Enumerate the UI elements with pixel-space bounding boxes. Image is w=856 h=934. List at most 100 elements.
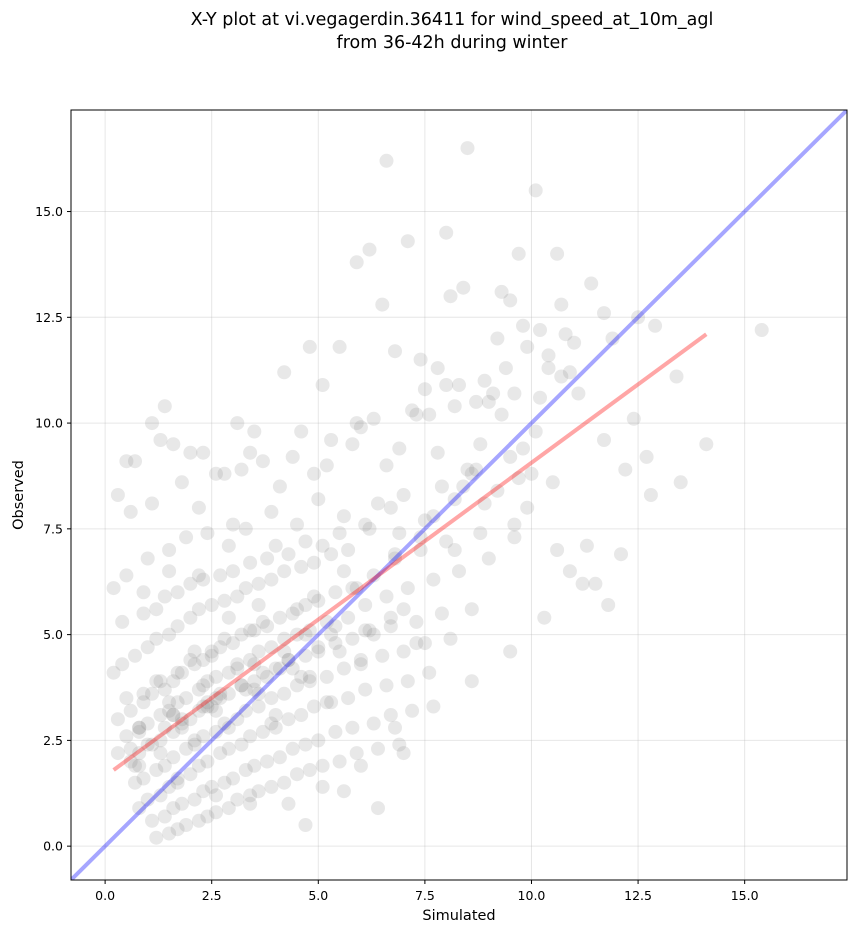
y-tick-label: 2.5 — [43, 733, 63, 748]
data-point — [149, 631, 164, 646]
data-point — [191, 758, 206, 773]
data-point — [221, 538, 236, 553]
data-point — [315, 538, 330, 553]
data-point — [226, 517, 240, 532]
data-point — [400, 581, 415, 596]
data-point — [166, 708, 181, 722]
data-point — [324, 695, 339, 710]
data-point — [162, 695, 177, 710]
data-point — [196, 445, 211, 460]
data-point — [260, 619, 275, 634]
data-point — [157, 809, 172, 824]
data-point — [315, 779, 330, 794]
data-point — [307, 699, 321, 714]
data-point — [328, 585, 343, 600]
data-point — [392, 441, 407, 456]
data-point — [494, 407, 509, 422]
data-point — [460, 141, 475, 156]
data-point — [243, 788, 258, 803]
data-point — [498, 361, 513, 376]
data-point — [396, 746, 411, 761]
data-point — [136, 771, 151, 786]
data-point — [123, 703, 138, 718]
data-point — [115, 614, 130, 629]
data-point — [332, 526, 347, 541]
data-point — [128, 758, 142, 773]
data-point — [426, 509, 441, 524]
data-point — [388, 720, 402, 735]
data-point — [413, 352, 428, 367]
data-point — [503, 293, 518, 308]
data-point — [157, 399, 172, 414]
data-point — [162, 564, 177, 579]
data-point — [417, 382, 432, 397]
data-point — [452, 564, 466, 579]
y-axis-ticks: 0.0 2.5 5.0 7.5 10.0 12.5 15.0 — [35, 204, 71, 854]
data-point — [554, 297, 569, 312]
data-point — [358, 598, 373, 612]
data-point — [311, 492, 326, 507]
data-point — [545, 475, 560, 490]
data-point — [243, 653, 258, 667]
data-point — [132, 758, 147, 773]
data-point — [413, 530, 428, 545]
data-point — [383, 708, 398, 722]
data-point — [537, 610, 552, 625]
data-point — [221, 610, 236, 625]
data-point — [298, 534, 313, 549]
data-point — [430, 361, 445, 376]
data-point — [311, 644, 326, 659]
data-point — [307, 466, 321, 481]
data-point — [230, 661, 245, 676]
data-point — [174, 475, 189, 490]
data-point — [464, 466, 479, 481]
data-point — [434, 479, 449, 494]
data-point — [349, 416, 364, 431]
data-point — [277, 365, 292, 380]
data-point — [162, 627, 177, 642]
data-point — [520, 339, 535, 354]
data-point — [648, 318, 663, 333]
data-point — [528, 424, 543, 439]
data-point — [238, 703, 253, 718]
data-point — [319, 614, 334, 629]
data-point — [132, 724, 147, 739]
data-point — [140, 737, 155, 752]
data-point — [345, 581, 360, 596]
data-point — [554, 369, 569, 384]
data-point — [238, 763, 253, 777]
data-point — [439, 378, 454, 392]
data-point — [541, 348, 556, 363]
x-axis-ticks: 0.0 2.5 5.0 7.5 10.0 12.5 15.0 — [95, 880, 759, 903]
y-tick-label: 0.0 — [43, 839, 63, 854]
data-point — [631, 310, 646, 325]
data-point — [336, 661, 351, 676]
data-point — [191, 813, 206, 828]
chart-title-line-1: X-Y plot at vi.vegagerdin.36411 for wind… — [191, 10, 714, 30]
data-point — [209, 724, 223, 739]
data-point — [251, 686, 266, 701]
data-point — [204, 644, 219, 659]
data-point — [140, 716, 155, 731]
data-point — [597, 433, 611, 447]
data-point — [251, 644, 266, 659]
data-point — [571, 386, 586, 401]
data-point — [268, 661, 283, 676]
data-point — [388, 551, 402, 566]
data-point — [511, 471, 526, 486]
data-point — [115, 657, 130, 672]
data-point — [597, 306, 611, 321]
data-point — [473, 437, 488, 452]
data-point — [533, 390, 547, 405]
data-point — [349, 746, 364, 761]
data-point — [366, 411, 381, 426]
data-point — [507, 530, 522, 545]
data-point — [145, 416, 159, 431]
data-point — [290, 602, 304, 617]
y-tick-label: 10.0 — [35, 416, 63, 431]
data-point — [183, 767, 198, 782]
data-point — [302, 623, 317, 638]
data-point — [477, 496, 492, 511]
data-point — [362, 521, 377, 536]
